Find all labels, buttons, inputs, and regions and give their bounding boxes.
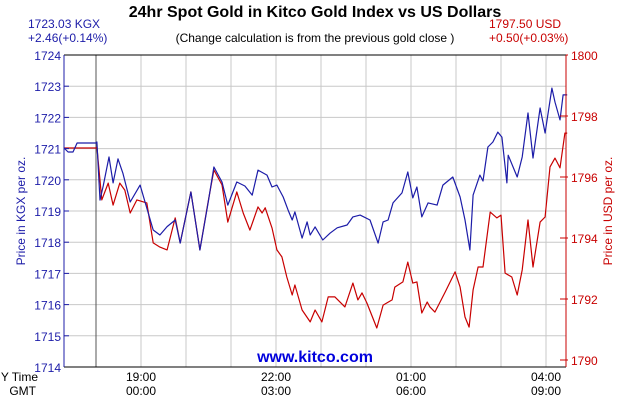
x-tick-label-ny: 04:00 [531, 370, 561, 384]
x-tick-label-gmt: 09:00 [531, 384, 561, 398]
series-line-kgx [63, 87, 568, 251]
x-tick-label-gmt: 00:00 [126, 384, 156, 398]
right-axis-label: Price in USD per oz. [601, 157, 615, 266]
right-tick-label: 1790 [571, 354, 598, 368]
left-tick-label: 1716 [34, 299, 61, 313]
x-tick-label-gmt: 03:00 [261, 384, 291, 398]
kitco-watermark: www.kitco.com [256, 349, 373, 366]
left-tick-label: 1715 [34, 330, 61, 344]
gmt-label: GMT [9, 384, 36, 398]
x-tick-label-ny: 19:00 [126, 370, 156, 384]
right-tick-label: 1794 [571, 232, 598, 246]
right-tick-label: 1792 [571, 293, 598, 307]
x-tick-label-gmt: 06:00 [396, 384, 426, 398]
left-tick-label: 1719 [34, 205, 61, 219]
left-tick-label: 1721 [34, 143, 61, 157]
ny-time-label: NY Time [0, 370, 38, 384]
left-tick-label: 1722 [34, 111, 61, 125]
series-line-usd [64, 132, 568, 329]
chart-subtitle: (Change calculation is from the previous… [176, 31, 455, 45]
grid [64, 55, 566, 367]
x-tick-label-ny: 22:00 [261, 370, 291, 384]
kgx-price: 1723.03 KGX [28, 17, 100, 31]
right-tick-label: 1798 [571, 110, 598, 124]
axes: 1714 1715 1716 1717 1718 1719 1720 1721 1722 1723… [34, 49, 598, 398]
left-tick-label: 1720 [34, 174, 61, 188]
kgx-change: +2.46(+0.14%) [28, 31, 107, 45]
left-tick-label: 1717 [34, 267, 61, 281]
left-tick-label: 1718 [34, 236, 61, 250]
right-tick-label: 1796 [571, 171, 598, 185]
left-tick-label: 1714 [34, 361, 61, 375]
usd-change: +0.50(+0.03%) [489, 31, 568, 45]
chart-title: 24hr Spot Gold in Kitco Gold Index vs US… [129, 4, 502, 21]
series-layer [63, 87, 568, 329]
left-axis-label: Price in KGX per oz. [14, 157, 28, 266]
right-tick-label: 1800 [571, 49, 598, 63]
x-tick-label-ny: 01:00 [396, 370, 426, 384]
left-tick-label: 1724 [34, 49, 61, 63]
left-tick-label: 1723 [34, 80, 61, 94]
usd-price: 1797.50 USD [489, 17, 561, 31]
